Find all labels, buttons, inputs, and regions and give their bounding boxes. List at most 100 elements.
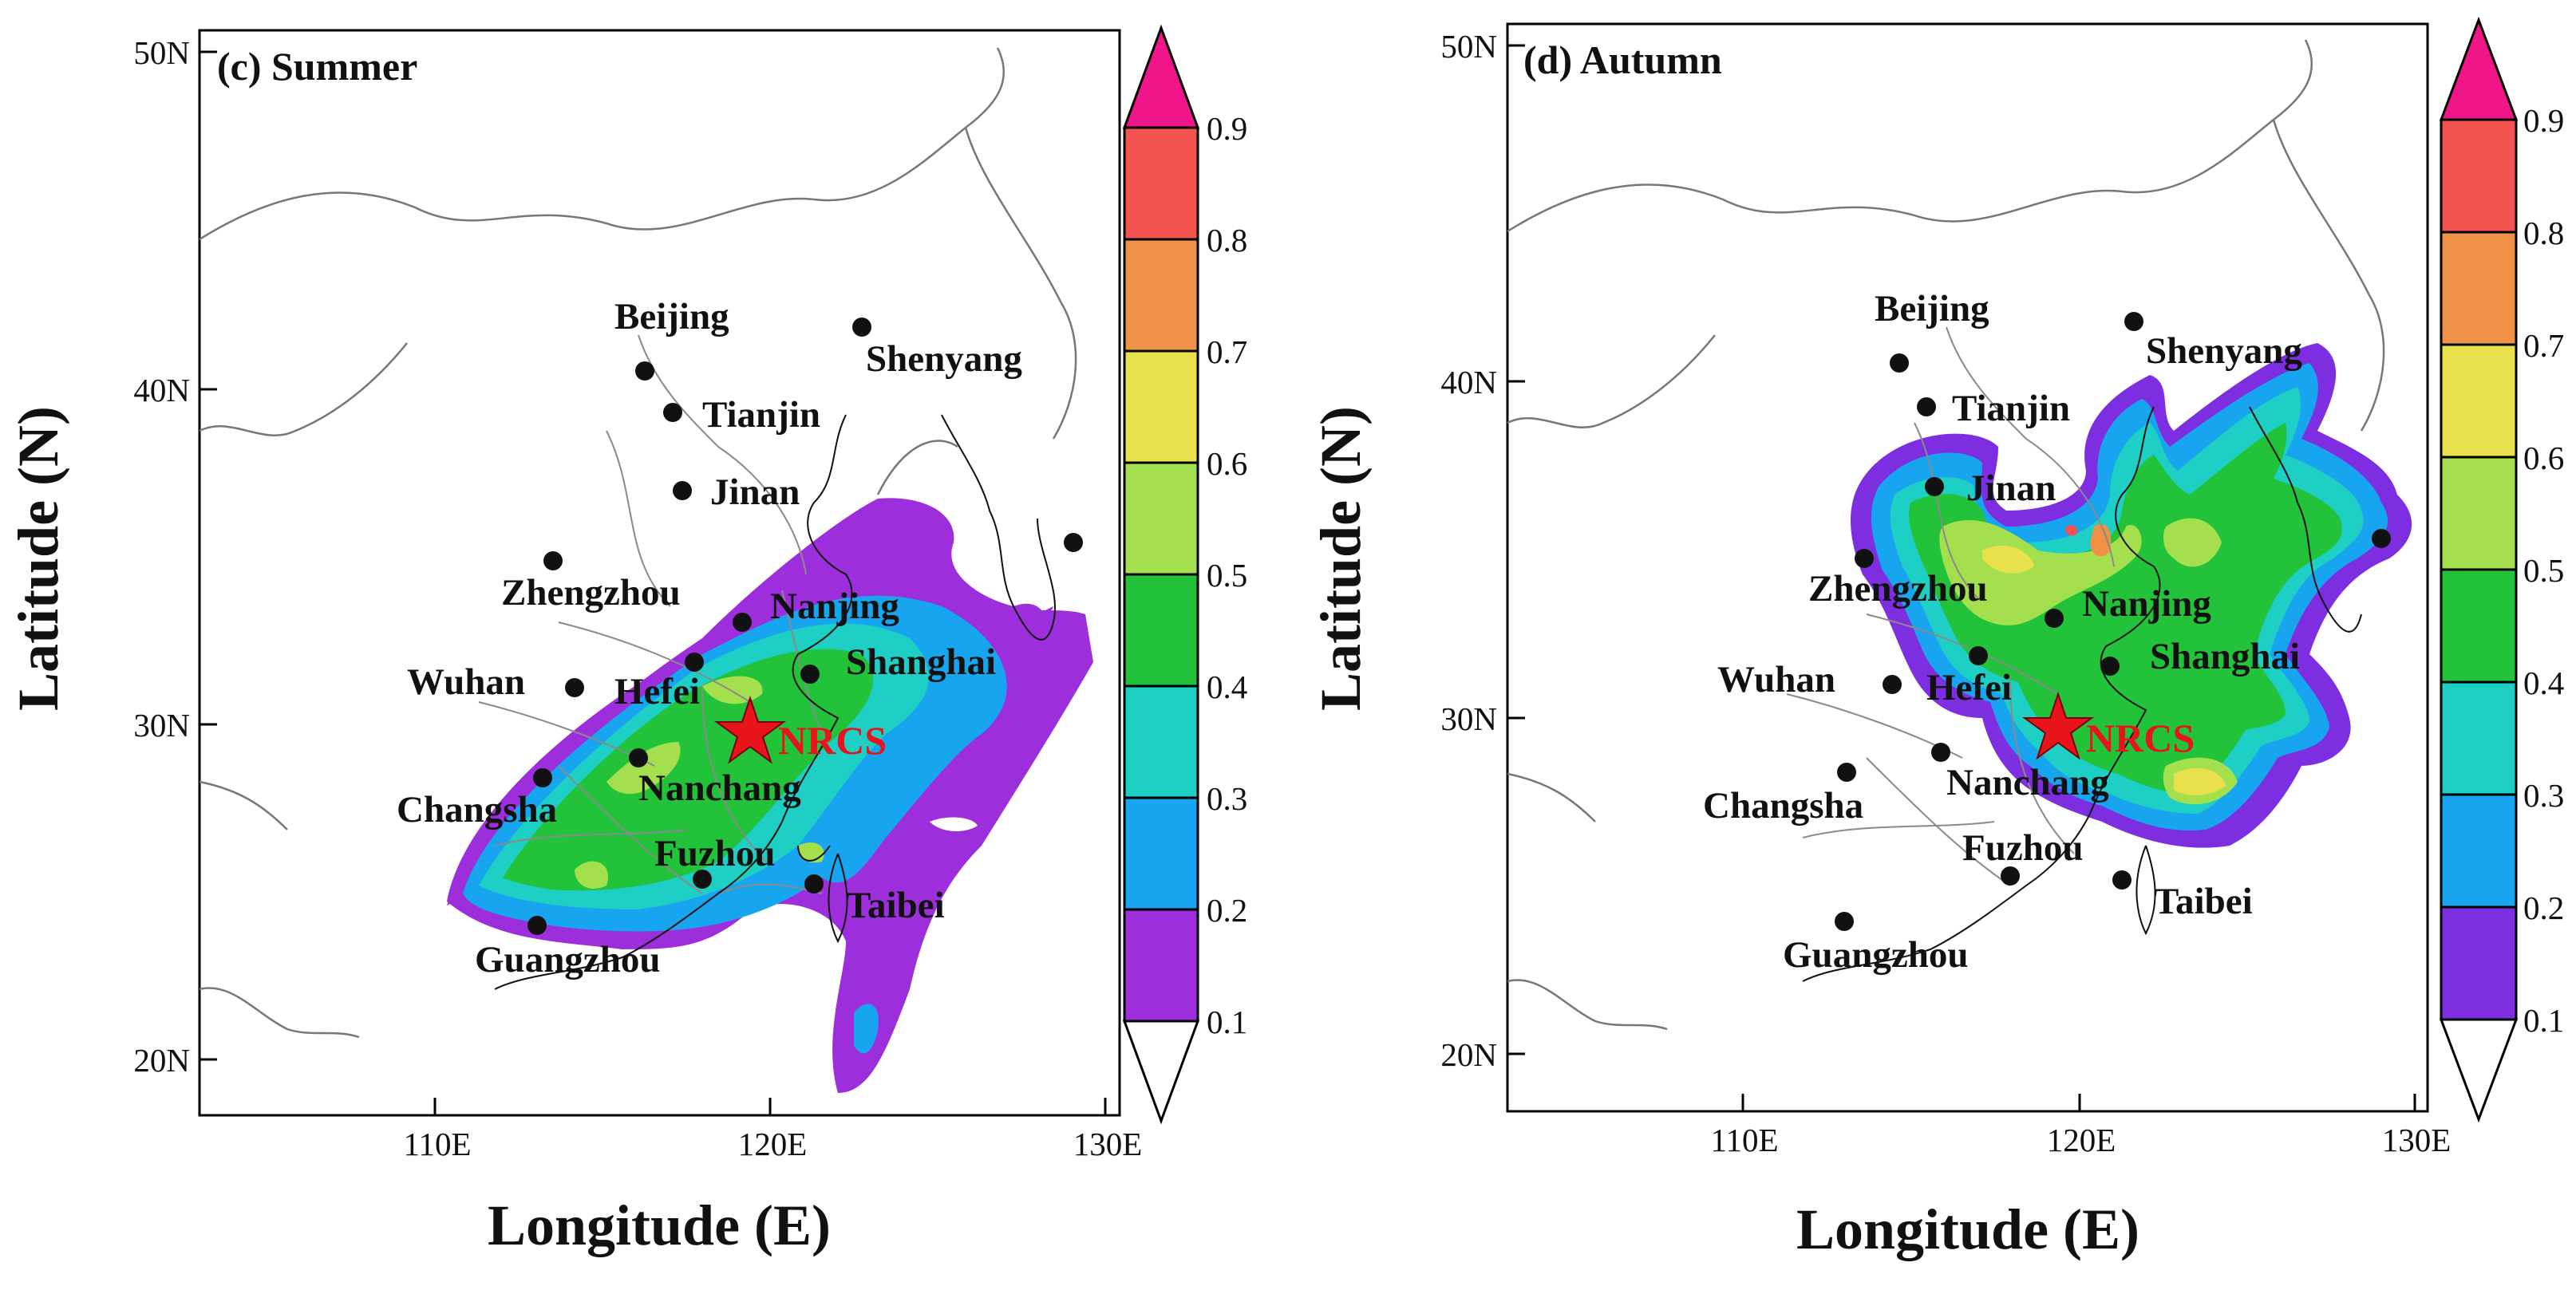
summer-country-borders [199, 47, 1077, 1039]
autumn-colorbar-labels: 0.9 0.8 0.7 0.6 0.5 0.4 0.3 0.2 0.1 [2523, 102, 2564, 1039]
autumn-dot-wuhan [1883, 675, 1902, 694]
summer-panel-title: (c) Summer [217, 44, 417, 89]
autumn-cb-label-0.4: 0.4 [2523, 665, 2564, 701]
autumn-dot-tianjin [1917, 397, 1936, 416]
summer-colorbar [1122, 24, 1200, 1125]
summer-field-0.5-0.6a [606, 742, 681, 795]
autumn-dot-nanchang [1931, 743, 1950, 762]
autumn-ticks [1507, 44, 2416, 1111]
summer-dot-taibei [804, 874, 824, 894]
autumn-colorbar-bin-6 [2440, 456, 2518, 571]
summer-colorbar-labels: 0.9 0.8 0.7 0.6 0.5 0.4 0.3 0.2 0.1 [1207, 110, 1247, 1040]
autumn-ytick-20n: 20N [1440, 1036, 1497, 1073]
autumn-cb-label-0.9: 0.9 [2523, 102, 2564, 139]
summer-colorbar-bin-3 [1123, 796, 1199, 911]
summer-cb-label-0.4: 0.4 [1207, 669, 1247, 705]
summer-geography [199, 47, 1077, 1039]
autumn-dot-fuzhou [2001, 866, 2020, 886]
summer-xtick-130e: 130E [1073, 1126, 1143, 1162]
autumn-dot-guangzhou [1835, 912, 1854, 931]
summer-dot-hefei [685, 653, 704, 672]
summer-y-tick-labels: 50N 40N 30N 20N [133, 34, 190, 1079]
summer-dot-fuzhou [693, 870, 712, 889]
summer-dot-jinan [673, 481, 692, 500]
summer-label-guangzhou: Guangzhou [475, 939, 660, 980]
summer-dot-shanghai [800, 665, 820, 684]
autumn-dot-beijing [1890, 353, 1909, 373]
summer-panel: Beijing Tianjin Shenyang Jinan Zhengzhou… [6, 24, 1247, 1257]
autumn-colorbar-bin-5 [2440, 568, 2518, 684]
summer-city-labels: Beijing Tianjin Shenyang Jinan Zhengzhou… [397, 296, 1022, 980]
autumn-xtick-120e: 120E [2047, 1122, 2116, 1158]
autumn-city-dots [1835, 312, 2391, 931]
autumn-label-shenyang: Shenyang [2146, 330, 2302, 372]
autumn-colorbar-top-arrow [2439, 16, 2519, 121]
autumn-label-changsha: Changsha [1703, 785, 1863, 826]
autumn-ytick-40n: 40N [1440, 364, 1497, 400]
summer-colorbar-bin-6 [1123, 461, 1199, 576]
summer-ytick-40n: 40N [133, 372, 190, 408]
summer-label-shanghai: Shanghai [846, 641, 996, 683]
autumn-label-tianjin: Tianjin [1952, 388, 2070, 429]
autumn-dot-taibei [2112, 870, 2132, 890]
summer-field-0.5-0.6b [575, 861, 608, 889]
autumn-x-tick-labels: 110E 120E 130E [1710, 1122, 2451, 1158]
summer-x-tick-labels: 110E 120E 130E [403, 1126, 1142, 1162]
summer-dot-wuhan [565, 678, 584, 697]
autumn-panel-title: (d) Autumn [1523, 37, 1722, 82]
summer-dot-nanchang [629, 748, 648, 767]
summer-dot-shenyang [852, 318, 871, 337]
summer-ytick-20n: 20N [133, 1042, 190, 1079]
autumn-cb-label-0.2: 0.2 [2523, 890, 2564, 926]
autumn-field-0.5-0.6a [1939, 519, 2142, 625]
autumn-label-hefei: Hefei [1926, 667, 2012, 708]
summer-y-axis-title: Latitude (N) [6, 406, 70, 711]
summer-colorbar-bin-4 [1123, 684, 1199, 799]
summer-cb-label-0.9: 0.9 [1207, 110, 1247, 147]
autumn-field [1851, 343, 2412, 848]
summer-xtick-120e: 120E [738, 1126, 808, 1162]
summer-colorbar-top-arrow [1122, 24, 1200, 129]
autumn-cb-label-0.3: 0.3 [2523, 777, 2564, 814]
autumn-label-guangzhou: Guangzhou [1783, 934, 1968, 976]
autumn-dot-zhengzhou [1855, 549, 1874, 568]
summer-label-fuzhou: Fuzhou [654, 833, 776, 874]
autumn-cb-label-0.8: 0.8 [2523, 215, 2564, 251]
summer-label-nanjing: Nanjing [770, 586, 899, 627]
autumn-y-tick-labels: 50N 40N 30N 20N [1440, 28, 1497, 1073]
autumn-dot-hefei [1969, 646, 1988, 665]
autumn-ytick-30n: 30N [1440, 700, 1497, 737]
summer-ytick-30n: 30N [133, 707, 190, 744]
summer-colorbar-bin-7 [1123, 349, 1199, 464]
autumn-colorbar-bin-3 [2440, 793, 2518, 909]
autumn-label-wuhan: Wuhan [1717, 659, 1835, 700]
summer-dot-nanjing [733, 613, 752, 632]
summer-field-hole [930, 817, 978, 831]
autumn-label-nanjing: Nanjing [2082, 583, 2211, 625]
summer-dot-guangzhou [527, 916, 547, 935]
summer-colorbar-bin-8 [1123, 238, 1199, 353]
summer-label-nanchang: Nanchang [638, 767, 801, 809]
summer-colorbar-bin-9 [1123, 126, 1199, 241]
summer-field-south-spur [854, 1004, 879, 1054]
summer-dot-beijing [635, 361, 654, 381]
autumn-label-shanghai: Shanghai [2150, 636, 2300, 677]
summer-label-changsha: Changsha [397, 789, 557, 830]
autumn-label-nanchang: Nanchang [1946, 762, 2109, 803]
autumn-field-0.8-0.9 [2065, 525, 2078, 536]
autumn-colorbar-bottom-arrow [2439, 1018, 2519, 1123]
autumn-country-borders [1507, 39, 2385, 1031]
autumn-field-0.6-0.7b [1982, 545, 2034, 574]
summer-dot-zhengzhou [543, 551, 563, 570]
summer-label-taibei: Taibei [846, 885, 945, 926]
summer-label-jinan: Jinan [710, 471, 800, 513]
autumn-dot-changsha [1837, 763, 1856, 782]
summer-x-axis-title: Longitude (E) [488, 1193, 831, 1257]
autumn-coastline [1802, 406, 2362, 982]
autumn-city-labels: Beijing Tianjin Shenyang Jinan Zhengzhou… [1703, 288, 2302, 976]
summer-ytick-50n: 50N [133, 34, 190, 71]
summer-field-0.5-0.6d [798, 842, 824, 863]
autumn-label-zhengzhou: Zhengzhou [1808, 568, 1988, 609]
autumn-ytick-50n: 50N [1440, 28, 1497, 65]
autumn-dot-shanghai [2100, 657, 2120, 676]
